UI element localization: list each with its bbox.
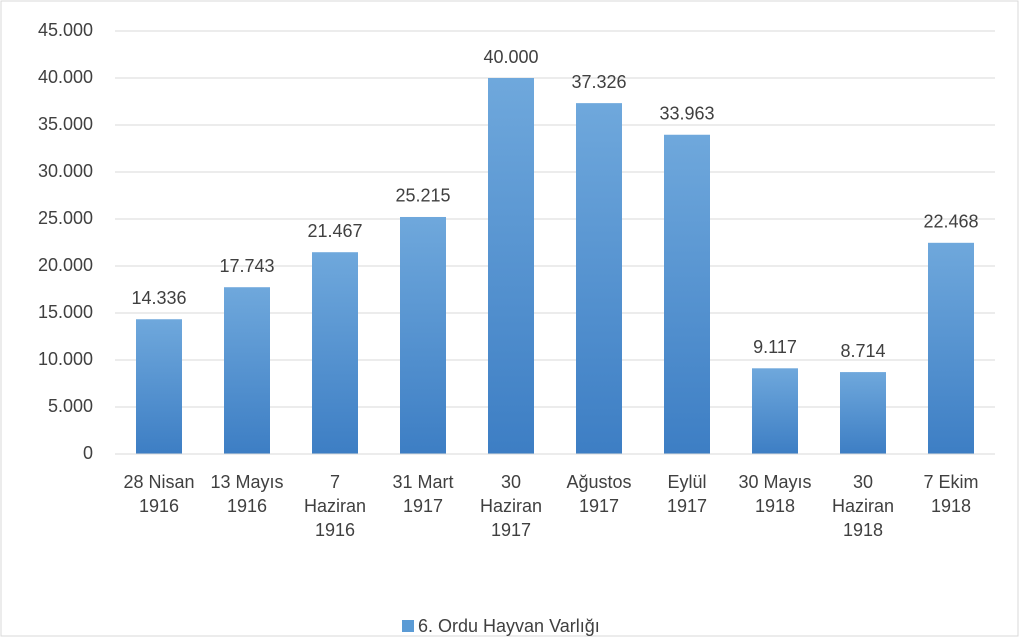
x-tick-label: 7 Ekim 1918 xyxy=(923,472,979,516)
y-tick-label: 25.000 xyxy=(38,208,93,228)
data-label: 37.326 xyxy=(571,72,626,92)
y-tick-label: 15.000 xyxy=(38,302,93,322)
x-tick-label: 30 Haziran 1918 xyxy=(831,472,895,540)
bar xyxy=(840,372,886,454)
data-label: 40.000 xyxy=(483,47,538,67)
x-tick-label: 7 Haziran 1916 xyxy=(303,472,367,540)
x-tick-label: 30 Mayıs 1918 xyxy=(738,472,812,516)
y-tick-label: 5.000 xyxy=(48,396,93,416)
x-tick-label: 31 Mart 1917 xyxy=(392,472,454,516)
y-tick-label: 0 xyxy=(83,443,93,463)
legend-label: 6. Ordu Hayvan Varlığı xyxy=(418,616,600,636)
y-tick-label: 30.000 xyxy=(38,161,93,181)
x-tick-label: Eylül 1917 xyxy=(666,472,708,516)
y-tick-label: 45.000 xyxy=(38,20,93,40)
bar xyxy=(752,368,798,454)
x-tick-label: Ağustos 1917 xyxy=(566,472,632,516)
y-tick-label: 40.000 xyxy=(38,67,93,87)
y-tick-label: 10.000 xyxy=(38,349,93,369)
x-tick-label: 30 Haziran 1917 xyxy=(479,472,543,540)
x-tick-label: 28 Nisan 1916 xyxy=(123,472,195,516)
bar xyxy=(312,252,358,454)
y-tick-label: 20.000 xyxy=(38,255,93,275)
bar xyxy=(576,103,622,455)
data-label: 8.714 xyxy=(840,341,885,361)
data-label: 14.336 xyxy=(131,288,186,308)
data-label: 22.468 xyxy=(923,212,978,232)
data-label: 25.215 xyxy=(395,186,450,206)
data-label: 17.743 xyxy=(219,256,274,276)
bar xyxy=(224,287,270,454)
data-label: 9.117 xyxy=(753,337,797,357)
data-label: 21.467 xyxy=(307,221,362,241)
bar xyxy=(136,319,182,454)
bar xyxy=(400,216,446,454)
bar xyxy=(488,78,534,454)
bar xyxy=(664,134,710,454)
data-label: 33.963 xyxy=(659,103,714,123)
y-tick-label: 35.000 xyxy=(38,114,93,134)
legend-swatch xyxy=(402,620,414,632)
bar xyxy=(928,242,974,454)
x-tick-label: 13 Mayıs 1916 xyxy=(210,472,284,516)
